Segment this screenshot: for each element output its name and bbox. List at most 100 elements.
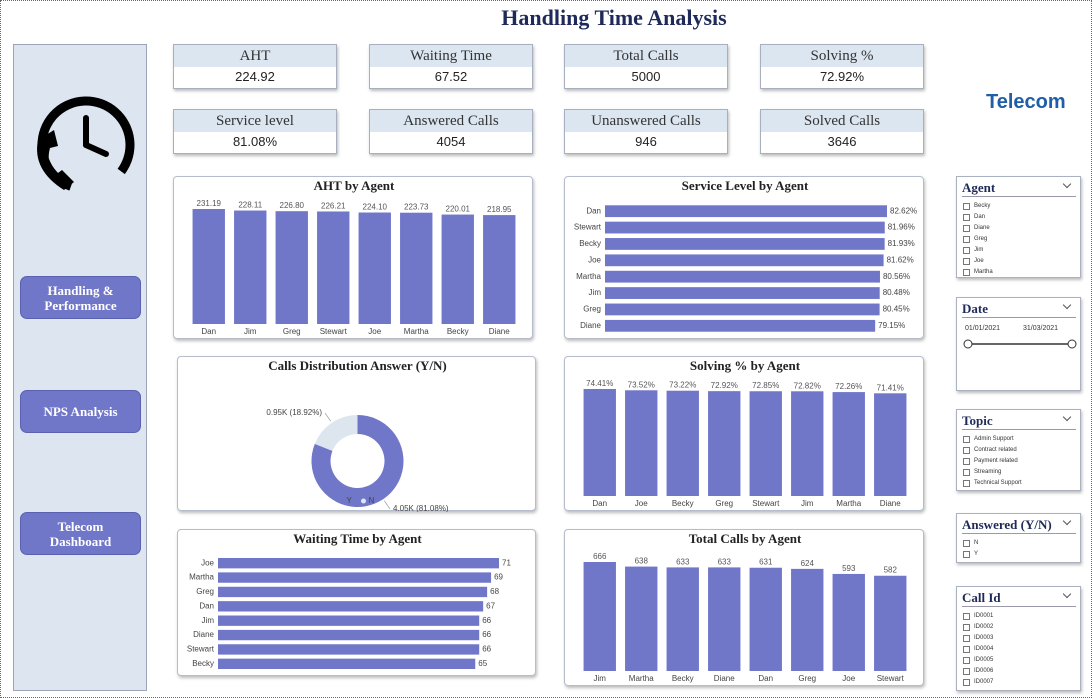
slicer-item[interactable]: Diane (963, 223, 990, 233)
checkbox[interactable] (963, 246, 970, 254)
value-label: 68 (490, 587, 499, 596)
bar (358, 212, 391, 324)
checkbox[interactable] (963, 202, 970, 210)
item-label: Y (974, 551, 979, 557)
slicer-item[interactable]: ID0003 (963, 633, 993, 643)
checkbox[interactable] (963, 667, 970, 675)
slicer-item[interactable]: Payment related (963, 456, 1018, 466)
bar (583, 389, 616, 496)
y-tick-label: Jim (589, 288, 602, 297)
checkbox[interactable] (963, 435, 970, 443)
checkbox[interactable] (963, 257, 970, 265)
date-to[interactable]: 31/03/2021 (1023, 325, 1059, 332)
checkbox[interactable] (963, 678, 970, 686)
checkbox[interactable] (963, 612, 970, 620)
logo: Telecom (986, 91, 1066, 113)
checkbox[interactable] (963, 634, 970, 642)
checkbox[interactable] (963, 623, 970, 631)
value-label: 81.93% (888, 239, 915, 248)
nav-button[interactable]: NPS Analysis (20, 390, 141, 433)
checkbox[interactable] (963, 213, 970, 221)
legend-swatch (339, 498, 344, 504)
checkbox[interactable] (963, 656, 970, 664)
kpi-card: Total Calls 5000 (564, 44, 728, 89)
x-tick-label: Martha (836, 499, 861, 508)
chart: AHT by Agent 231.19 Dan 228.11 Jim 226.80 Greg… (192, 178, 516, 336)
value-label: 228.11 (238, 201, 262, 210)
slicer-item[interactable]: ID0001 (963, 611, 993, 621)
checkbox[interactable] (963, 224, 970, 232)
nav-button[interactable]: Handling & Performance (20, 276, 141, 319)
slicer-item[interactable]: Joe (963, 256, 984, 266)
x-tick-label: Greg (715, 499, 733, 508)
value-label: 633 (676, 557, 690, 566)
checkbox[interactable] (963, 645, 970, 653)
checkbox[interactable] (963, 235, 970, 243)
slicer-item[interactable]: Streaming (963, 467, 1001, 477)
slicer-title: Call Id (962, 590, 1076, 607)
slicer-item[interactable]: ID0007 (963, 677, 993, 687)
bar (605, 238, 885, 250)
item-label: Admin Support (974, 436, 1014, 442)
item-label: Greg (974, 236, 988, 242)
date-slider[interactable] (960, 337, 1080, 351)
y-tick-label: Stewart (187, 645, 215, 654)
bar (749, 567, 782, 671)
slider-handle[interactable] (963, 339, 973, 349)
checkbox[interactable] (963, 550, 970, 558)
slider-handle[interactable] (1067, 339, 1077, 349)
bar (625, 566, 658, 671)
slicer-item[interactable]: Jim (963, 245, 983, 255)
item-label: Contract related (974, 447, 1017, 453)
checkbox[interactable] (963, 446, 970, 454)
slicer-item[interactable]: Contract related (963, 445, 1017, 455)
bar (583, 562, 616, 671)
slicer-item[interactable]: ID0004 (963, 644, 993, 654)
slicer-item[interactable]: ID0006 (963, 666, 993, 676)
slicer: Call Id ID0001 ID0002 ID0003 ID0004 ID0005 ID0… (956, 586, 1081, 691)
bar (218, 601, 484, 612)
slicer-item[interactable]: ID0002 (963, 622, 993, 632)
x-tick-label: Dan (758, 674, 773, 683)
bar (483, 215, 516, 324)
x-tick-label: Joe (842, 674, 855, 683)
slicer-item[interactable]: Greg (963, 234, 987, 244)
slicer-item[interactable]: ID0005 (963, 655, 993, 665)
x-tick-label: Greg (283, 327, 301, 336)
x-tick-label: Becky (447, 327, 469, 336)
y-tick-label: Diane (580, 321, 601, 330)
slicer: Agent Becky Dan Diane Greg Jim Joe Martha (956, 176, 1081, 278)
checkbox[interactable] (963, 479, 970, 487)
bar (666, 390, 699, 496)
value-label: 66 (482, 630, 491, 639)
value-label: 72.85% (752, 381, 779, 390)
item-label: ID0003 (974, 635, 994, 641)
slicer-item[interactable]: Y (963, 549, 978, 559)
chart: Solving % by Agent 74.41% Dan 73.52% Joe 73.2… (583, 358, 907, 508)
checkbox[interactable] (963, 268, 970, 276)
y-tick-label: Jim (202, 616, 215, 625)
checkbox[interactable] (963, 457, 970, 465)
x-tick-label: Diane (489, 327, 510, 336)
bar (832, 392, 865, 496)
checkbox[interactable] (963, 468, 970, 476)
chart: Total Calls by Agent 666 Jim 638 Martha 633 Be… (583, 531, 907, 683)
chart-title: Calls Distribution Answer (Y/N) (268, 358, 447, 373)
bar (605, 270, 880, 283)
slicer-title: Answered (Y/N) (962, 517, 1076, 534)
slicer-item[interactable]: Technical Support (963, 478, 1022, 488)
kpi-value: 67.52 (434, 69, 468, 84)
chart-title: AHT by Agent (314, 178, 395, 193)
checkbox[interactable] (963, 539, 970, 547)
slicer-title: Date (962, 301, 1076, 318)
x-tick-label: Becky (672, 499, 694, 508)
slicer-item[interactable]: N (963, 538, 978, 548)
legend-swatch (361, 498, 366, 504)
legend-label: Y (347, 496, 353, 505)
nav-button[interactable]: Telecom Dashboard (20, 512, 141, 555)
slicer-item[interactable]: Dan (963, 212, 985, 222)
slicer-item[interactable]: Becky (963, 201, 990, 211)
date-from[interactable]: 01/01/2021 (965, 325, 1001, 332)
slicer-item[interactable]: Admin Support (963, 434, 1014, 444)
slicer-item[interactable]: Martha (963, 267, 993, 277)
